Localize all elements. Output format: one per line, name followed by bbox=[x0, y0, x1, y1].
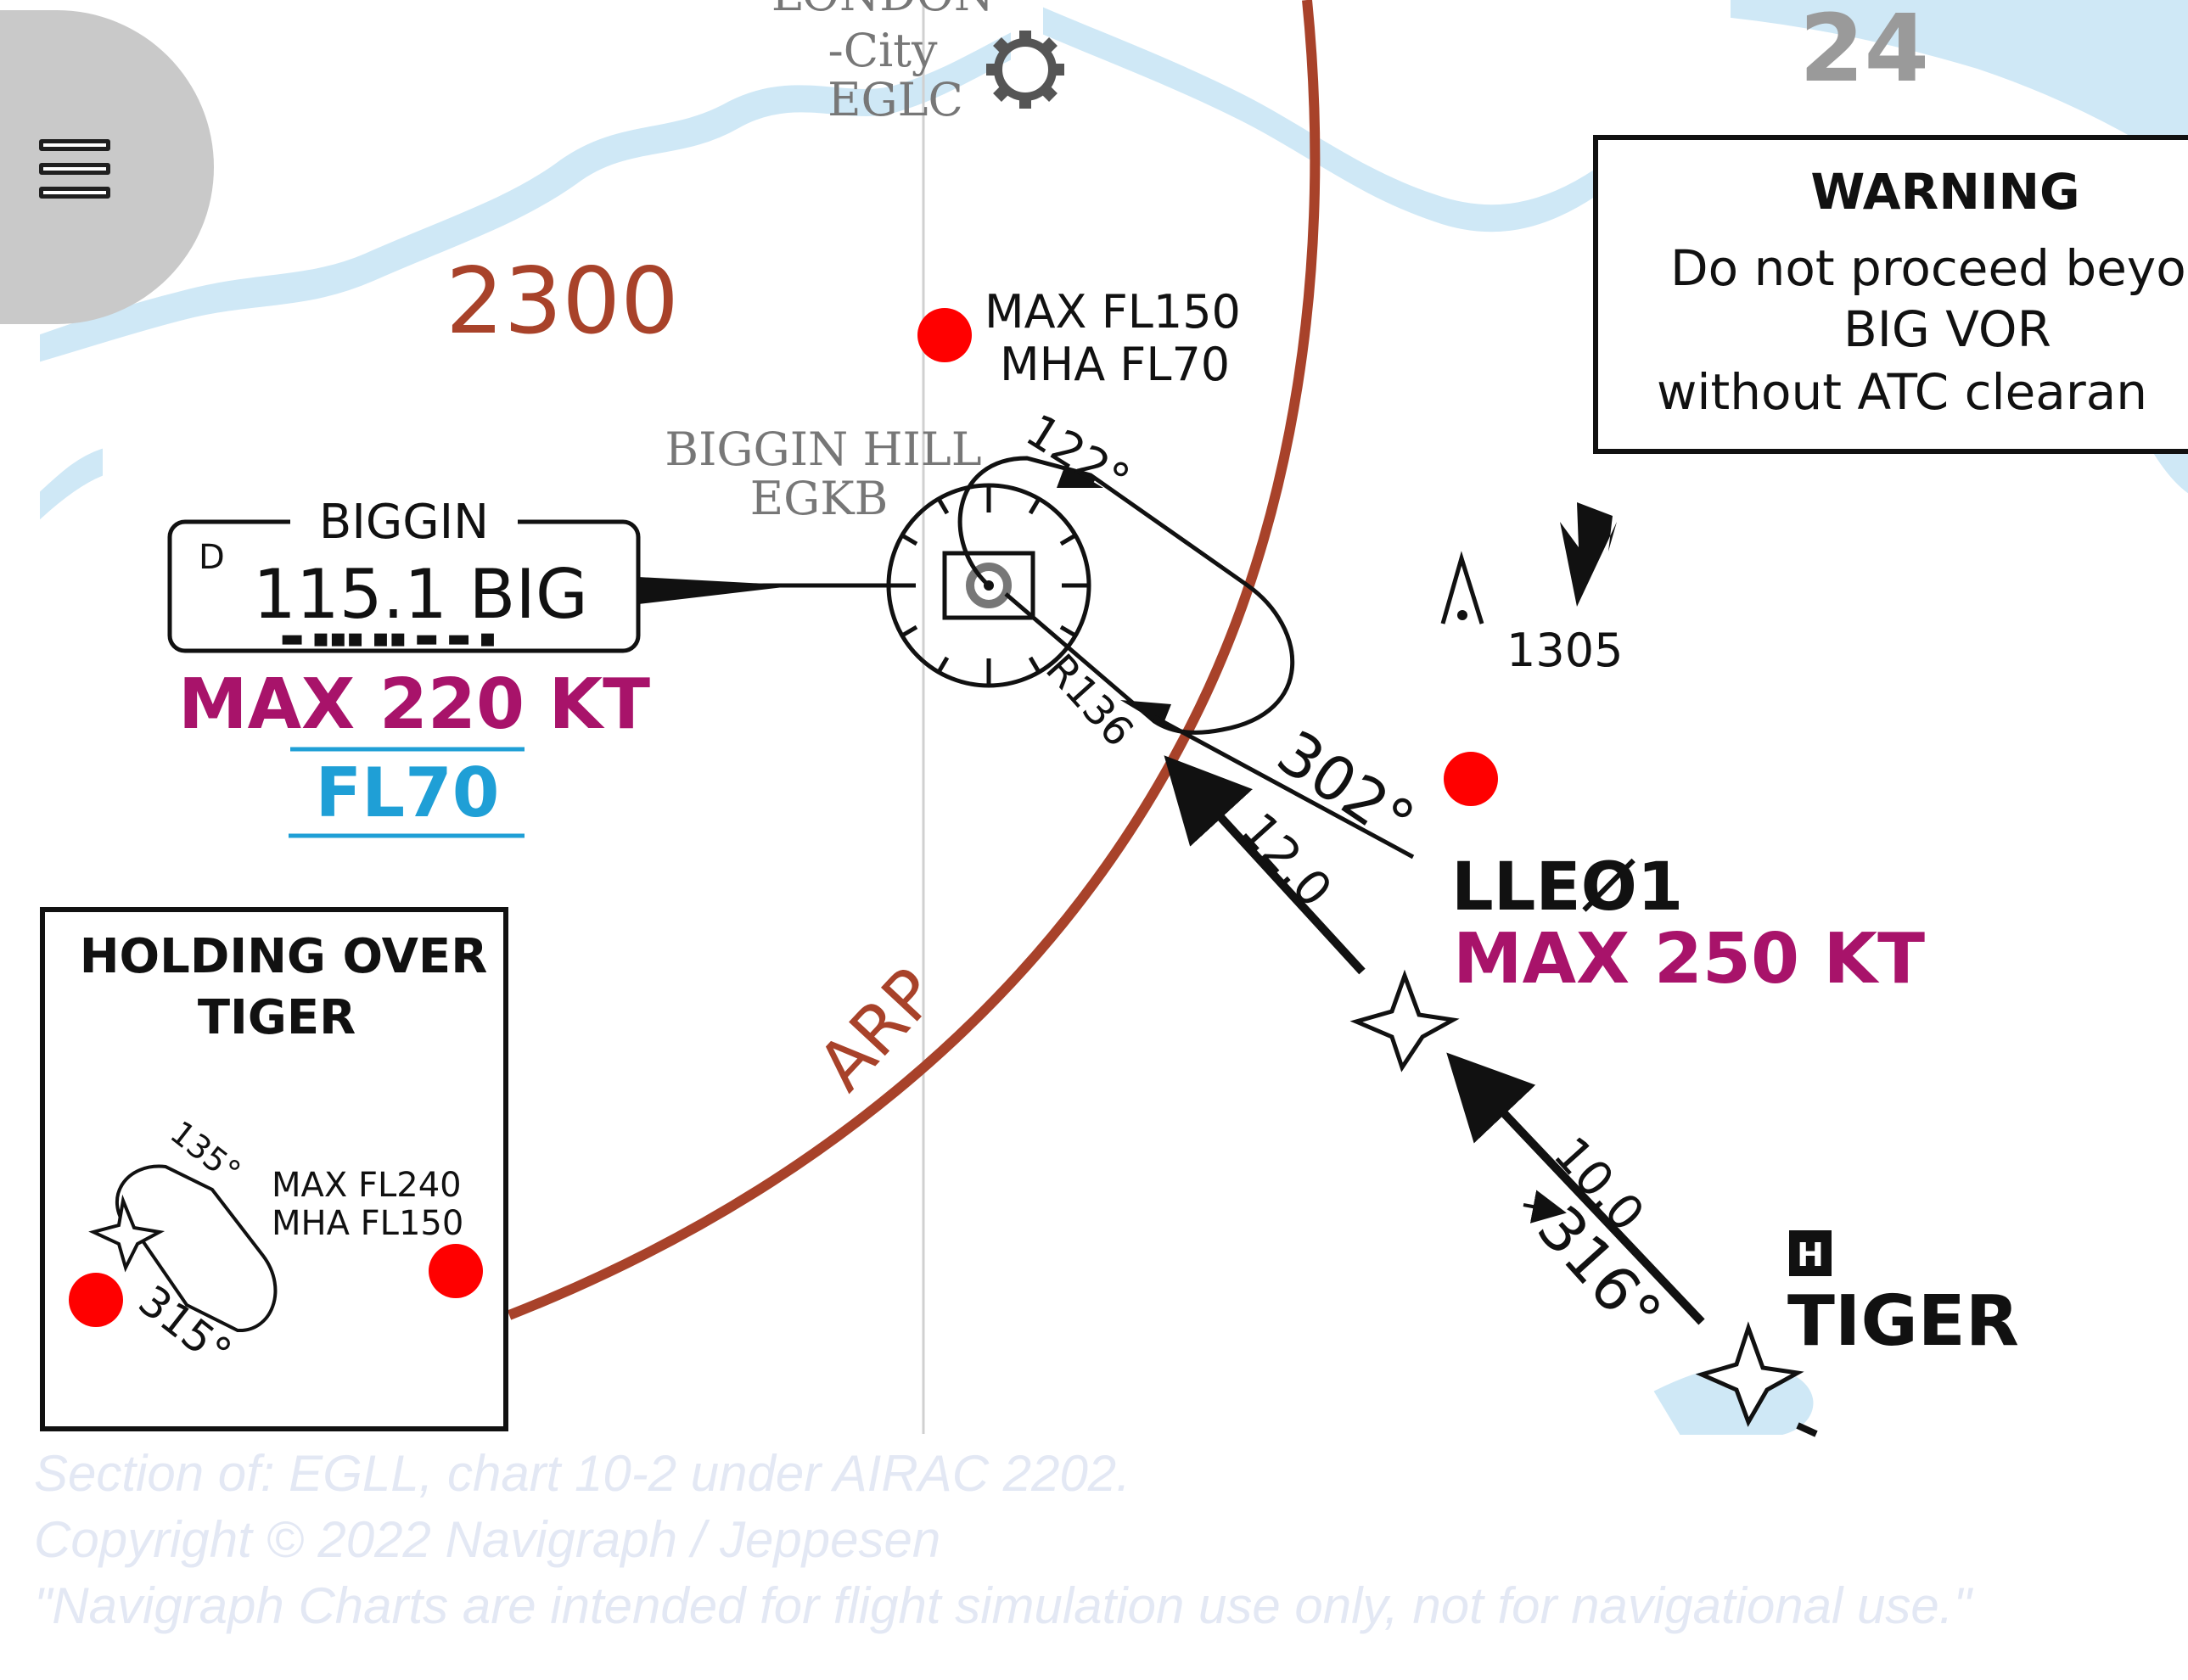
warning-line1: Do not proceed beyo bbox=[1670, 239, 2186, 297]
red-markers bbox=[69, 308, 1498, 1327]
biggin-vor-frequency: 115.1 BIG bbox=[253, 555, 588, 634]
waypoint-lle01-name: LLEØ1 bbox=[1451, 849, 1683, 926]
outbound-course-line bbox=[1153, 714, 1415, 860]
waypoint-tiger-name: TIGER bbox=[1787, 1281, 2019, 1362]
biggin-speed-limit: MAX 220 KT bbox=[178, 664, 650, 745]
leg-course-arrow bbox=[1523, 1190, 1567, 1224]
highest-obstacle-arrow-icon bbox=[1560, 502, 1617, 607]
attribution-line2: Copyright © 2022 Navigraph / Jeppesen bbox=[34, 1511, 941, 1568]
chart-attribution: Section of: EGLL, chart 10-2 under AIRAC… bbox=[34, 1441, 2173, 1639]
altitude-label: 2300 bbox=[446, 249, 679, 355]
tiger-inset-mha: MHA FL150 bbox=[272, 1204, 463, 1243]
waypoint-lle01-star-icon bbox=[1349, 969, 1460, 1072]
warning-box: WARNING Do not proceed beyo BIG VOR with… bbox=[1593, 135, 2188, 454]
leg-lle01-to-big bbox=[1164, 755, 1366, 975]
biggin-hill-code: EGKB bbox=[750, 472, 889, 525]
tiger-continuation-line bbox=[1796, 1422, 1818, 1437]
attribution-line1: Section of: EGLL, chart 10-2 under AIRAC… bbox=[34, 1445, 1130, 1502]
london-city-name: LONDON bbox=[771, 0, 994, 21]
tiger-holding-inset: HOLDING OVER TIGER 135° 315° MAX FL240 M… bbox=[40, 907, 508, 1431]
warning-line3: without ATC clearan bbox=[1657, 363, 2147, 421]
biggin-vor-morse: ▬ ▪▪▪ ▪▪ ▬ ▬ ▪ bbox=[280, 624, 497, 653]
big-holding-inbound-course: 122° bbox=[1017, 404, 1139, 507]
biggin-altitude-limit: FL70 bbox=[316, 753, 500, 832]
arp-circle bbox=[507, 0, 1321, 1320]
airport-gear-icon bbox=[986, 31, 1064, 109]
biggin-vor-class: D bbox=[199, 538, 225, 577]
big-holding-inbound-arrow bbox=[1057, 465, 1103, 488]
arp-label: ARP bbox=[803, 954, 952, 1106]
big-holding-mha: MHA FL70 bbox=[1000, 338, 1230, 391]
tiger-inset-max: MAX FL240 bbox=[272, 1166, 462, 1205]
leg-tiger-to-lle01 bbox=[1446, 1052, 1705, 1325]
obstacle-elevation: 1305 bbox=[1506, 624, 1623, 677]
london-city-suffix: -City bbox=[828, 24, 938, 77]
biggin-hill-name: BIGGIN HILL bbox=[665, 423, 981, 476]
london-city-code: EGLC bbox=[828, 73, 963, 126]
tiger-holding-symbol-box bbox=[1789, 1230, 1832, 1276]
waypoint-lle01-speed-limit: MAX 250 KT bbox=[1453, 919, 1925, 1000]
tiger-inset-holding-pattern bbox=[115, 1164, 278, 1333]
leg-distance-to-big: 12.0 bbox=[1231, 803, 1343, 918]
obstacle-icon bbox=[1440, 551, 1484, 624]
waypoint-tiger-star-icon bbox=[1695, 1321, 1804, 1427]
biggin-vor-name: BIGGIN bbox=[319, 495, 489, 550]
tiger-inset-title-line1: HOLDING OVER bbox=[80, 929, 488, 984]
red-marker bbox=[69, 1273, 123, 1327]
red-marker bbox=[429, 1244, 483, 1298]
london-city-airport: LONDON -City EGLC bbox=[771, 0, 994, 126]
warning-line2: BIG VOR bbox=[1843, 300, 2051, 358]
big-holding-pattern bbox=[957, 456, 1295, 735]
tiger-holding-symbol-letter: H bbox=[1797, 1236, 1824, 1274]
big-holding-max: MAX FL150 bbox=[985, 285, 1241, 339]
vor-leader-arrow bbox=[638, 577, 798, 604]
sector-number: 24 bbox=[1799, 0, 1929, 103]
red-marker bbox=[1444, 752, 1498, 806]
biggin-vor-box: BIGGIN D 115.1 BIG ▬ ▪▪▪ ▪▪ ▬ ▬ ▪ bbox=[167, 495, 641, 653]
tiger-inset-star-icon bbox=[88, 1194, 166, 1273]
warning-title: WARNING bbox=[1810, 163, 2079, 221]
red-marker bbox=[917, 308, 972, 362]
tiger-inset-title-line2: TIGER bbox=[198, 990, 356, 1045]
attribution-line3: "Navigraph Charts are intended for fligh… bbox=[34, 1577, 1972, 1634]
